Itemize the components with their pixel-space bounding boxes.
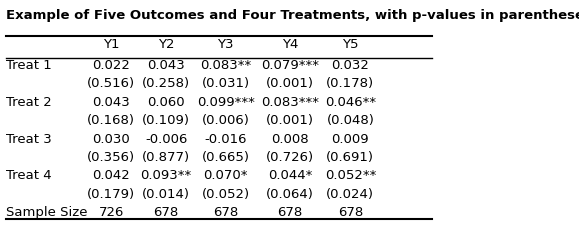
Text: (0.691): (0.691) bbox=[327, 151, 375, 164]
Text: (0.031): (0.031) bbox=[201, 77, 250, 91]
Text: 0.043: 0.043 bbox=[147, 59, 185, 72]
Text: (0.006): (0.006) bbox=[201, 114, 250, 127]
Text: 678: 678 bbox=[213, 206, 239, 219]
Text: Treat 4: Treat 4 bbox=[6, 169, 52, 182]
Text: Y5: Y5 bbox=[342, 38, 358, 51]
Text: 0.044*: 0.044* bbox=[267, 169, 312, 182]
Text: Treat 1: Treat 1 bbox=[6, 59, 52, 72]
Text: Y3: Y3 bbox=[217, 38, 234, 51]
Text: (0.109): (0.109) bbox=[142, 114, 190, 127]
Text: 0.043: 0.043 bbox=[93, 96, 130, 109]
Text: 678: 678 bbox=[153, 206, 179, 219]
Text: 0.030: 0.030 bbox=[93, 133, 130, 146]
Text: Y1: Y1 bbox=[103, 38, 120, 51]
Text: 0.022: 0.022 bbox=[93, 59, 130, 72]
Text: (0.877): (0.877) bbox=[142, 151, 190, 164]
Text: Y2: Y2 bbox=[158, 38, 174, 51]
Text: (0.052): (0.052) bbox=[201, 188, 250, 201]
Text: (0.356): (0.356) bbox=[87, 151, 135, 164]
Text: 726: 726 bbox=[98, 206, 124, 219]
Text: (0.001): (0.001) bbox=[266, 77, 314, 91]
Text: 0.052**: 0.052** bbox=[325, 169, 376, 182]
Text: (0.665): (0.665) bbox=[201, 151, 250, 164]
Text: -0.016: -0.016 bbox=[204, 133, 247, 146]
Text: (0.001): (0.001) bbox=[266, 114, 314, 127]
Text: Y4: Y4 bbox=[282, 38, 298, 51]
Text: 678: 678 bbox=[277, 206, 303, 219]
Text: 0.079***: 0.079*** bbox=[261, 59, 319, 72]
Text: (0.178): (0.178) bbox=[327, 77, 375, 91]
Text: 0.093**: 0.093** bbox=[141, 169, 192, 182]
Text: (0.064): (0.064) bbox=[266, 188, 314, 201]
Text: (0.179): (0.179) bbox=[87, 188, 135, 201]
Text: 0.070*: 0.070* bbox=[203, 169, 248, 182]
Text: 0.008: 0.008 bbox=[271, 133, 309, 146]
Text: (0.168): (0.168) bbox=[87, 114, 135, 127]
Text: Example of Five Outcomes and Four Treatments, with p-values in parentheses: Example of Five Outcomes and Four Treatm… bbox=[6, 9, 579, 22]
Text: (0.048): (0.048) bbox=[327, 114, 374, 127]
Text: 0.042: 0.042 bbox=[93, 169, 130, 182]
Text: 0.060: 0.060 bbox=[147, 96, 185, 109]
Text: (0.014): (0.014) bbox=[142, 188, 190, 201]
Text: 0.099***: 0.099*** bbox=[197, 96, 255, 109]
Text: 0.032: 0.032 bbox=[331, 59, 369, 72]
Text: 678: 678 bbox=[338, 206, 363, 219]
Text: (0.024): (0.024) bbox=[327, 188, 375, 201]
Text: 0.009: 0.009 bbox=[332, 133, 369, 146]
Text: Treat 3: Treat 3 bbox=[6, 133, 52, 146]
Text: 0.083***: 0.083*** bbox=[261, 96, 319, 109]
Text: (0.258): (0.258) bbox=[142, 77, 190, 91]
Text: Sample Size: Sample Size bbox=[6, 206, 87, 219]
Text: (0.516): (0.516) bbox=[87, 77, 135, 91]
Text: -0.006: -0.006 bbox=[145, 133, 187, 146]
Text: 0.083**: 0.083** bbox=[200, 59, 251, 72]
Text: (0.726): (0.726) bbox=[266, 151, 314, 164]
Text: Treat 2: Treat 2 bbox=[6, 96, 52, 109]
Text: 0.046**: 0.046** bbox=[325, 96, 376, 109]
